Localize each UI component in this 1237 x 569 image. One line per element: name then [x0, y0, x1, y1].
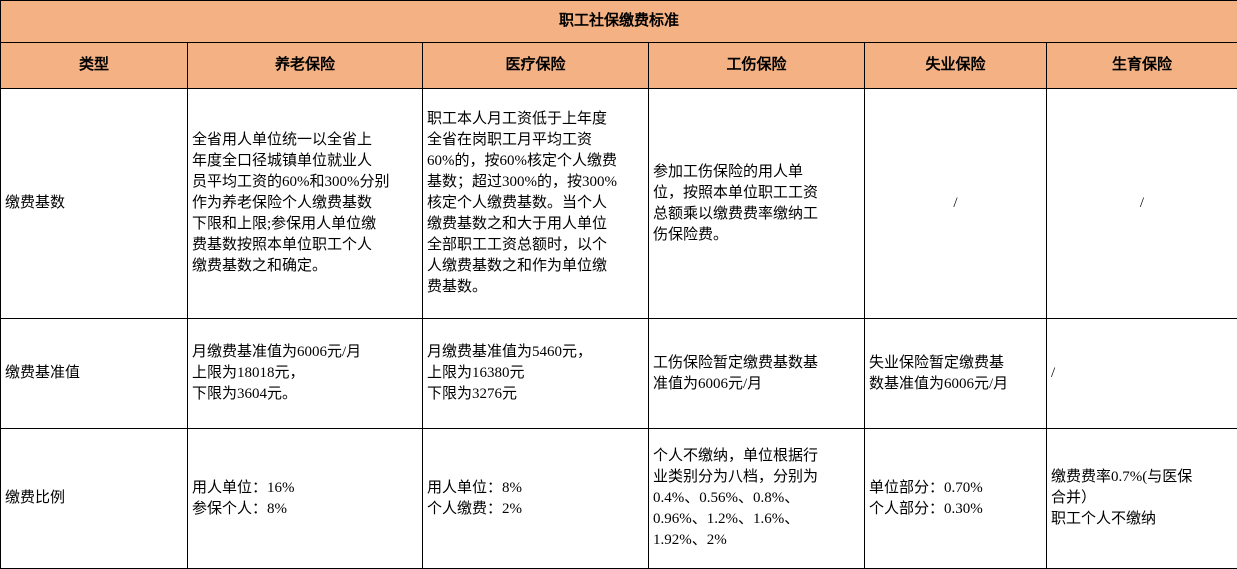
cell-medical: 用人单位：8%个人缴费：2%: [423, 429, 649, 569]
cell-text-line: 费基数。: [427, 277, 644, 298]
cell-text-line: /: [869, 193, 1042, 214]
cell-pension: 用人单位：16%参保个人：8%: [188, 429, 423, 569]
cell-text-line: 员平均工资的60%和300%分别: [192, 172, 418, 193]
cell-text-line: 个人缴费：2%: [427, 499, 644, 520]
table-row: 缴费基准值月缴费基准值为6006元/月上限为18018元，下限为3604元。月缴…: [1, 319, 1237, 429]
column-header-medical: 医疗保险: [423, 43, 649, 89]
cell-text-line: 基数；超过300%的，按300%: [427, 172, 644, 193]
cell-injury: 工伤保险暂定缴费基数基准值为6006元/月: [649, 319, 865, 429]
cell-text-line: 年度全口径城镇单位就业人: [192, 151, 418, 172]
cell-text-line: 缴费费率0.7%(与医保: [1051, 467, 1233, 488]
table-row: 缴费基数全省用人单位统一以全省上年度全口径城镇单位就业人员平均工资的60%和30…: [1, 89, 1237, 319]
row-label: 缴费基数: [1, 89, 188, 319]
cell-text-line: 下限为3276元: [427, 384, 644, 405]
column-header-pension: 养老保险: [188, 43, 423, 89]
cell-maternity: /: [1047, 319, 1237, 429]
cell-text-line: 伤保险费。: [653, 225, 860, 246]
row-label: 缴费比例: [1, 429, 188, 569]
cell-text-line: 下限和上限;参保用人单位缴: [192, 214, 418, 235]
column-header-type: 类型: [1, 43, 188, 89]
cell-text-line: 核定个人缴费基数。当个人: [427, 193, 644, 214]
cell-injury: 参加工伤保险的用人单位，按照本单位职工工资总额乘以缴费费率缴纳工伤保险费。: [649, 89, 865, 319]
cell-text-line: 全部职工工资总额时，以个: [427, 235, 644, 256]
cell-text-line: 月缴费基准值为6006元/月: [192, 342, 418, 363]
cell-text-line: 职工个人不缴纳: [1051, 509, 1233, 530]
cell-text-line: 0.4%、0.56%、0.8%、: [653, 488, 860, 509]
cell-unemployment: 单位部分：0.70%个人部分：0.30%: [865, 429, 1047, 569]
cell-text-line: 合并）: [1051, 488, 1233, 509]
cell-text-line: 总额乘以缴费费率缴纳工: [653, 204, 860, 225]
cell-text-line: 参加工伤保险的用人单: [653, 162, 860, 183]
cell-text-line: 作为养老保险个人缴费基数: [192, 193, 418, 214]
cell-text-line: 职工本人月工资低于上年度: [427, 109, 644, 130]
cell-text-line: 业类别分为八档，分别为: [653, 467, 860, 488]
cell-text-line: 个人不缴纳，单位根据行: [653, 446, 860, 467]
column-header-injury: 工伤保险: [649, 43, 865, 89]
cell-text-line: 工伤保险暂定缴费基数基: [653, 353, 860, 374]
cell-text-line: 上限为18018元，: [192, 363, 418, 384]
cell-text-line: 缴费基数之和确定。: [192, 256, 418, 277]
cell-unemployment: 失业保险暂定缴费基数基准值为6006元/月: [865, 319, 1047, 429]
cell-pension: 月缴费基准值为6006元/月上限为18018元，下限为3604元。: [188, 319, 423, 429]
cell-text-line: 准值为6006元/月: [653, 374, 860, 395]
cell-text-line: 缴费基数之和大于用人单位: [427, 214, 644, 235]
cell-text-line: 全省用人单位统一以全省上: [192, 130, 418, 151]
cell-text-line: 1.92%、2%: [653, 530, 860, 551]
cell-text-line: 全省在岗职工月平均工资: [427, 130, 644, 151]
cell-text-line: /: [1051, 363, 1233, 384]
cell-text-line: 0.96%、1.2%、1.6%、: [653, 509, 860, 530]
row-label: 缴费基准值: [1, 319, 188, 429]
cell-text-line: 位，按照本单位职工工资: [653, 183, 860, 204]
header-row: 类型养老保险医疗保险工伤保险失业保险生育保险: [1, 43, 1237, 89]
cell-text-line: 人缴费基数之和作为单位缴: [427, 256, 644, 277]
cell-pension: 全省用人单位统一以全省上年度全口径城镇单位就业人员平均工资的60%和300%分别…: [188, 89, 423, 319]
table-title: 职工社保缴费标准: [1, 1, 1237, 43]
cell-text-line: 单位部分：0.70%: [869, 478, 1042, 499]
column-header-maternity: 生育保险: [1047, 43, 1237, 89]
cell-maternity: 缴费费率0.7%(与医保合并）职工个人不缴纳: [1047, 429, 1237, 569]
cell-text-line: 60%的，按60%核定个人缴费: [427, 151, 644, 172]
cell-unemployment: /: [865, 89, 1047, 319]
cell-text-line: 月缴费基准值为5460元，: [427, 342, 644, 363]
column-header-unemployment: 失业保险: [865, 43, 1047, 89]
cell-text-line: 下限为3604元。: [192, 384, 418, 405]
cell-text-line: 用人单位：16%: [192, 478, 418, 499]
cell-text-line: 失业保险暂定缴费基: [869, 353, 1042, 374]
cell-text-line: 参保个人：8%: [192, 499, 418, 520]
table-row: 缴费比例用人单位：16%参保个人：8%用人单位：8%个人缴费：2%个人不缴纳，单…: [1, 429, 1237, 569]
cell-maternity: /: [1047, 89, 1237, 319]
cell-medical: 月缴费基准值为5460元，上限为16380元下限为3276元: [423, 319, 649, 429]
cell-text-line: 费基数按照本单位职工个人: [192, 235, 418, 256]
cell-text-line: 个人部分：0.30%: [869, 499, 1042, 520]
cell-text-line: 上限为16380元: [427, 363, 644, 384]
cell-text-line: 用人单位：8%: [427, 478, 644, 499]
cell-text-line: /: [1051, 193, 1233, 214]
cell-text-line: 数基准值为6006元/月: [869, 374, 1042, 395]
